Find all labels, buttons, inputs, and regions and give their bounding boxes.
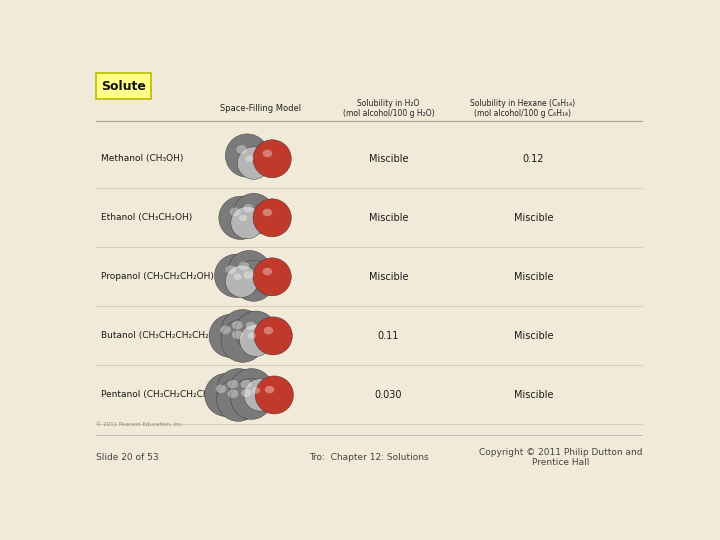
Text: Solute: Solute [101, 79, 145, 92]
Ellipse shape [244, 379, 276, 411]
Ellipse shape [228, 380, 238, 388]
Ellipse shape [239, 215, 247, 221]
Text: Miscible: Miscible [369, 213, 408, 223]
Text: Pentanol (CH₃CH₂CH₂CH₂CH₂OH): Pentanol (CH₃CH₂CH₂CH₂CH₂OH) [101, 390, 247, 400]
Ellipse shape [233, 260, 274, 301]
Ellipse shape [263, 150, 272, 157]
FancyBboxPatch shape [96, 73, 150, 99]
Text: Miscible: Miscible [514, 331, 554, 341]
Ellipse shape [221, 319, 264, 362]
Ellipse shape [228, 389, 238, 398]
Ellipse shape [263, 208, 272, 217]
Ellipse shape [246, 156, 253, 162]
Text: 0.12: 0.12 [523, 154, 544, 164]
Text: Tro:  Chapter 12: Solutions: Tro: Chapter 12: Solutions [309, 453, 429, 462]
Ellipse shape [243, 271, 253, 279]
Text: Methanol (CH₃OH): Methanol (CH₃OH) [101, 154, 184, 163]
Ellipse shape [215, 384, 227, 393]
Ellipse shape [204, 373, 248, 416]
Ellipse shape [230, 207, 240, 216]
Ellipse shape [243, 204, 253, 212]
Text: Slide 20 of 53: Slide 20 of 53 [96, 453, 158, 462]
Ellipse shape [233, 193, 274, 234]
Text: Ethanol (CH₃CH₂OH): Ethanol (CH₃CH₂OH) [101, 213, 192, 222]
Text: 0.030: 0.030 [375, 390, 402, 400]
Ellipse shape [231, 379, 272, 420]
Ellipse shape [225, 265, 258, 298]
Ellipse shape [217, 378, 260, 421]
Ellipse shape [209, 314, 253, 357]
Ellipse shape [241, 389, 251, 397]
Ellipse shape [265, 386, 274, 394]
Ellipse shape [253, 199, 292, 237]
Ellipse shape [230, 369, 274, 412]
Text: 0.11: 0.11 [378, 331, 399, 341]
Ellipse shape [263, 268, 272, 275]
Ellipse shape [248, 333, 256, 339]
Ellipse shape [238, 262, 249, 271]
Ellipse shape [236, 145, 247, 154]
Ellipse shape [217, 369, 260, 412]
Text: Miscible: Miscible [369, 154, 408, 164]
Ellipse shape [255, 376, 294, 414]
Text: Solubility in Hexane (C₆H₁₄)
(mol alcohol/100 g C₆H₁₄): Solubility in Hexane (C₆H₁₄) (mol alcoho… [470, 99, 575, 118]
Text: Copyright © 2011 Philip Dutton and
Prentice Hall: Copyright © 2011 Philip Dutton and Prent… [479, 448, 642, 468]
Ellipse shape [253, 258, 292, 296]
Text: Solubility in H₂O
(mol alcohol/100 g H₂O): Solubility in H₂O (mol alcohol/100 g H₂O… [343, 99, 434, 118]
Ellipse shape [246, 322, 256, 330]
Ellipse shape [232, 330, 243, 339]
Ellipse shape [220, 326, 231, 334]
Ellipse shape [219, 196, 262, 239]
Text: Miscible: Miscible [369, 272, 408, 282]
Ellipse shape [233, 273, 242, 280]
Ellipse shape [231, 206, 264, 239]
Ellipse shape [254, 317, 292, 355]
Ellipse shape [221, 309, 264, 353]
Ellipse shape [235, 311, 276, 352]
Text: Propanol (CH₃CH₂CH₂OH): Propanol (CH₃CH₂CH₂OH) [101, 272, 214, 281]
Ellipse shape [240, 324, 272, 356]
Ellipse shape [215, 254, 258, 298]
Ellipse shape [240, 380, 251, 388]
Text: Miscible: Miscible [514, 213, 554, 223]
Text: © 2011 Pearson Education, Inc.: © 2011 Pearson Education, Inc. [96, 422, 183, 427]
Text: Space-Filling Model: Space-Filling Model [220, 104, 301, 113]
Ellipse shape [253, 140, 292, 178]
Ellipse shape [252, 387, 260, 394]
Ellipse shape [238, 147, 270, 179]
Ellipse shape [228, 251, 271, 294]
Text: Butanol (CH₃CH₂CH₂CH₂OH): Butanol (CH₃CH₂CH₂CH₂OH) [101, 332, 226, 340]
Ellipse shape [225, 134, 269, 177]
Text: Miscible: Miscible [514, 390, 554, 400]
Text: Miscible: Miscible [514, 272, 554, 282]
Ellipse shape [225, 265, 236, 274]
Ellipse shape [232, 321, 243, 329]
Ellipse shape [264, 327, 274, 334]
